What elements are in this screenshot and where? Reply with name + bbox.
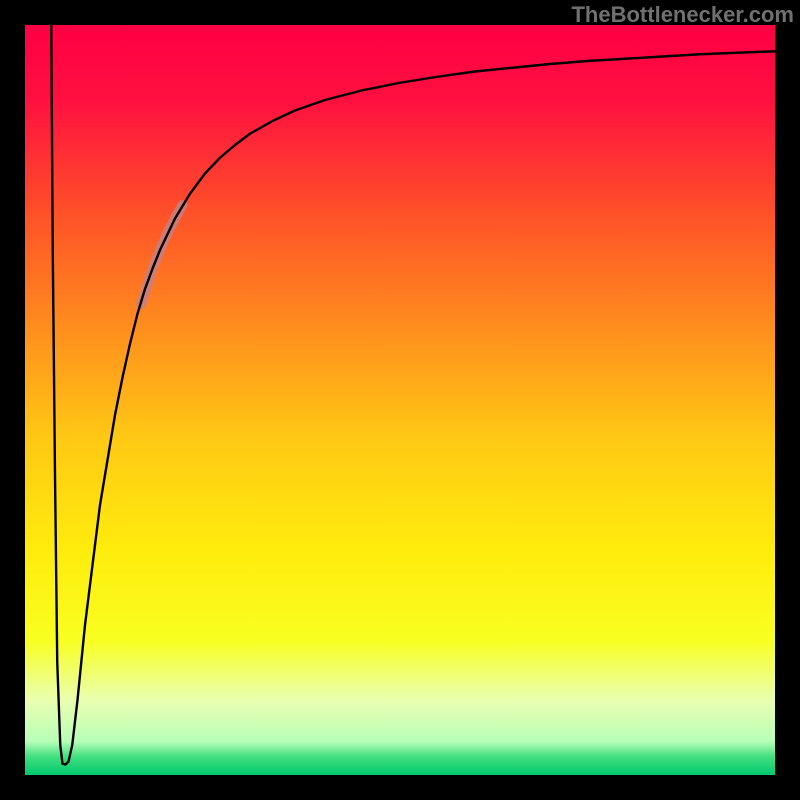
plot-background-gradient bbox=[25, 25, 775, 775]
bottleneck-chart: TheBottlenecker.com bbox=[0, 0, 800, 800]
watermark-text: TheBottlenecker.com bbox=[571, 2, 794, 28]
chart-svg bbox=[0, 0, 800, 800]
